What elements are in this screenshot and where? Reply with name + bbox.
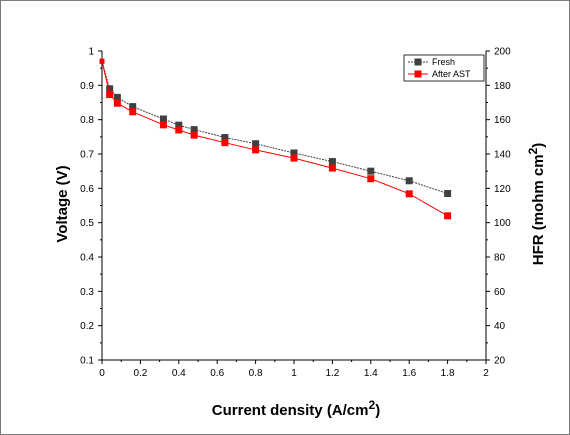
data-point-fresh (252, 140, 260, 148)
y2-tick-label: 180 (494, 81, 511, 92)
y2-tick-label: 20 (494, 356, 506, 367)
data-point-fresh (444, 189, 452, 197)
y2-tick-label: 140 (494, 150, 511, 161)
data-point-fresh (328, 158, 336, 166)
series-group (99, 58, 452, 220)
series-line-after-ast (101, 61, 448, 217)
x-tick-label: 1.4 (364, 368, 378, 379)
data-point-fresh (129, 103, 137, 111)
data-point-fresh (159, 115, 167, 123)
data-point-after-ast (252, 146, 260, 154)
data-point-after-ast (99, 58, 105, 64)
y2-tick-label: 200 (494, 47, 511, 58)
x-tick-label: 0.4 (172, 368, 186, 379)
y-tick-label: 0.3 (80, 287, 94, 298)
y2-tick-label: 40 (494, 321, 506, 332)
x-axis-title: Current density (A/cm2) (212, 398, 380, 419)
data-point-fresh (405, 177, 413, 185)
data-point-after-ast (290, 154, 298, 162)
data-point-after-ast (129, 108, 137, 116)
legend-marker-fresh (414, 58, 422, 66)
y2-tick-label: 100 (494, 218, 511, 229)
data-point-after-ast (367, 175, 375, 183)
data-point-after-ast (444, 212, 452, 220)
axes: 0 0.2 0.4 0.6 0.8 1 1.2 1.4 1.6 1.8 2 0.1 0.2 0.3 0.4 0… (80, 47, 511, 380)
x-tick-label: 0.2 (133, 368, 147, 379)
series-line-fresh (101, 61, 448, 194)
data-point-after-ast (221, 139, 229, 147)
legend-marker-after-ast (414, 70, 422, 78)
y2-tick-label: 60 (494, 287, 506, 298)
y2-tick-label: 120 (494, 184, 511, 195)
data-point-after-ast (113, 99, 121, 107)
data-point-fresh (175, 121, 183, 129)
x-tick-label: 1.6 (402, 368, 416, 379)
y2-axis-title: HFR (mohm cm2) (526, 143, 547, 266)
y2-tick-label: 80 (494, 253, 506, 264)
x-tick-label: 1 (291, 368, 297, 379)
y2-tick-label: 160 (494, 115, 511, 126)
y-tick-label: 0.1 (80, 356, 94, 367)
x-tick-label: 0.6 (210, 368, 224, 379)
y-tick-label: 0.5 (80, 218, 94, 229)
data-point-after-ast (106, 91, 114, 99)
data-point-after-ast (159, 121, 167, 129)
legend: Fresh After AST (403, 54, 485, 82)
legend-label-fresh: Fresh (432, 57, 455, 67)
data-point-fresh (367, 167, 375, 175)
data-point-fresh (113, 93, 121, 101)
legend-label-after-ast: After AST (432, 69, 471, 79)
y-axis-title: Voltage (V) (54, 165, 71, 242)
data-point-after-ast (190, 131, 198, 139)
y-tick-label: 1 (88, 47, 94, 58)
data-point-fresh (190, 126, 198, 134)
y-tick-label: 0.9 (80, 81, 94, 92)
x-tick-label: 1.8 (441, 368, 455, 379)
data-point-fresh (221, 134, 229, 142)
y-tick-label: 0.8 (80, 115, 94, 126)
x-tick-label: 2 (483, 368, 489, 379)
x-tick-label: 0.8 (249, 368, 263, 379)
x-tick-label: 1.2 (325, 368, 339, 379)
y-tick-label: 0.7 (80, 150, 94, 161)
y-tick-label: 0.6 (80, 184, 94, 195)
x-tick-label: 0 (99, 368, 105, 379)
data-point-after-ast (175, 126, 183, 134)
data-point-fresh (106, 85, 114, 93)
y-tick-label: 0.2 (80, 321, 94, 332)
y-tick-label: 0.4 (80, 253, 94, 264)
data-point-fresh (290, 149, 298, 157)
data-point-after-ast (328, 164, 336, 172)
data-point-after-ast (405, 190, 413, 198)
